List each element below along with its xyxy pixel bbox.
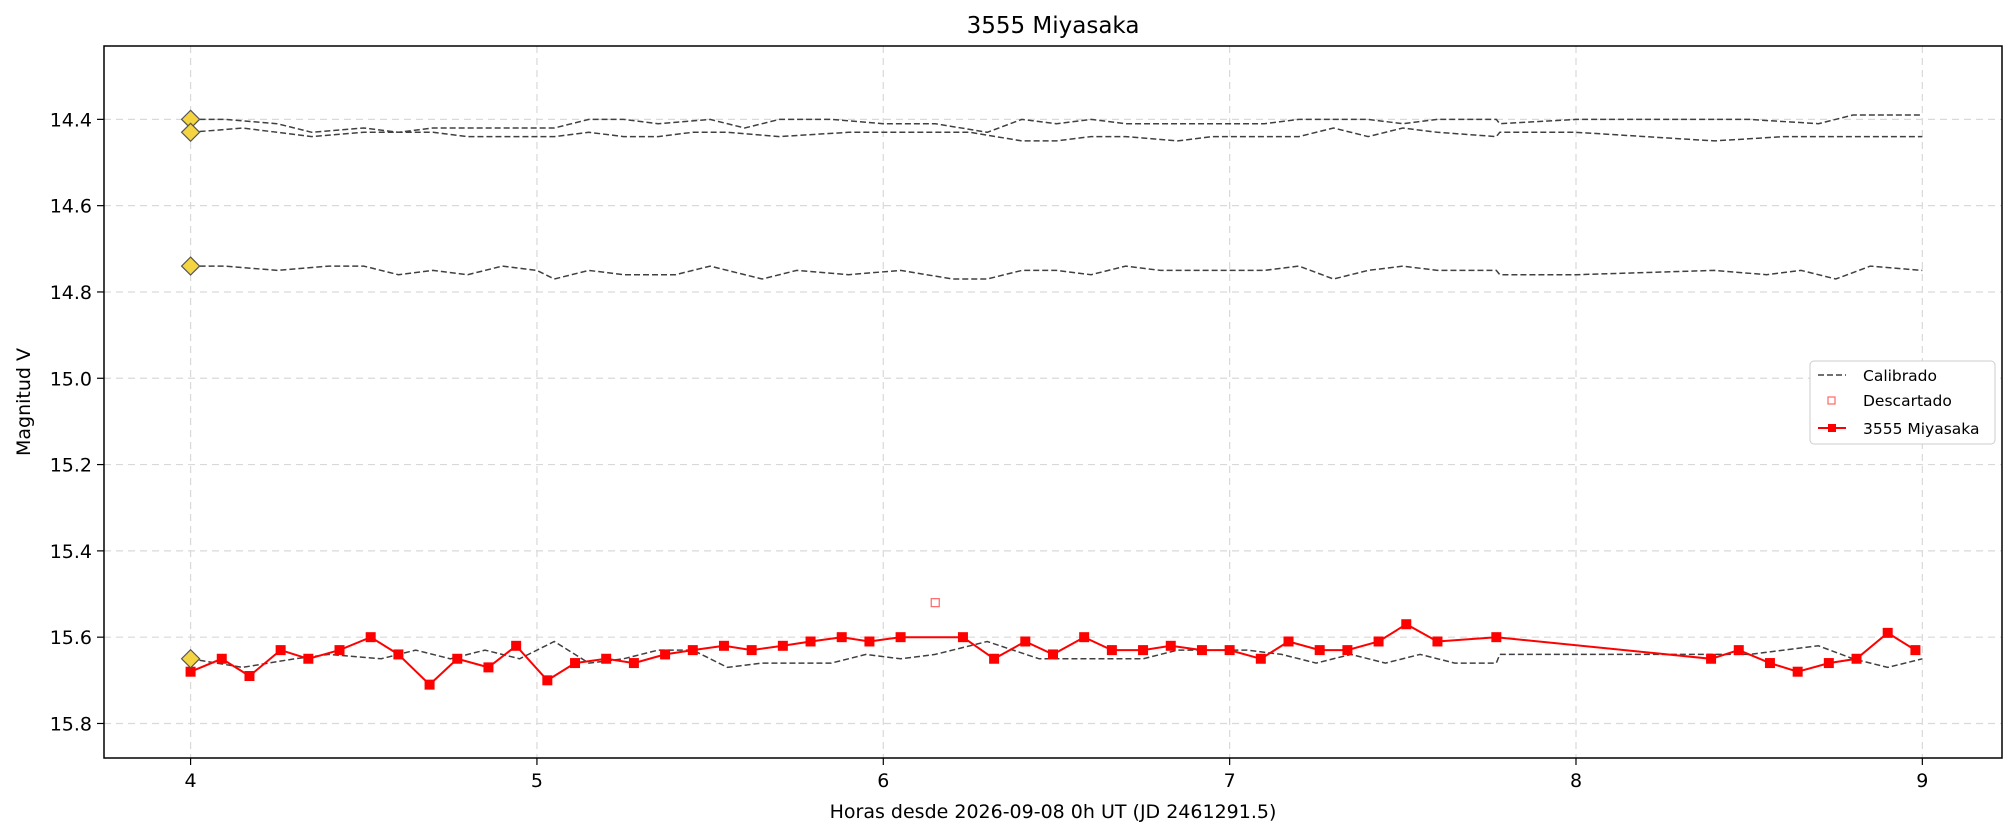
target-data-point: [989, 653, 1000, 664]
target-data-point: [1401, 619, 1412, 630]
target-data-point: [601, 653, 612, 664]
legend-descartado-swatch: [1827, 396, 1836, 405]
plot-frame: [103, 45, 2003, 759]
target-data-point: [1733, 645, 1744, 656]
target-data-point: [957, 632, 968, 643]
x-tick-label: 6: [877, 770, 889, 792]
target-data-point: [303, 653, 314, 664]
target-data-point: [1138, 645, 1149, 656]
x-axis-label: Horas desde 2026-09-08 0h UT (JD 2461291…: [830, 801, 1277, 823]
target-data-point: [1283, 636, 1294, 647]
target-data-point: [1165, 640, 1176, 651]
target-data-point: [805, 636, 816, 647]
target-data-point: [895, 632, 906, 643]
calibration-series: [190, 114, 1923, 669]
target-data-point: [570, 658, 581, 669]
y-tick-label: 14.6: [50, 196, 92, 218]
target-data-point: [334, 645, 345, 656]
legend-target-label: 3555 Miyasaka: [1863, 420, 1980, 438]
target-data-point: [1106, 645, 1117, 656]
reference-star-marker: [180, 122, 201, 143]
x-tick-label: 9: [1916, 770, 1928, 792]
target-data-point: [275, 645, 286, 656]
x-tick-label: 5: [531, 770, 543, 792]
y-tick-label: 15.2: [50, 455, 92, 477]
y-tick-label: 15.6: [50, 627, 92, 649]
target-data-point: [452, 653, 463, 664]
y-tick-label: 15.8: [50, 713, 92, 735]
target-data-point: [1823, 658, 1834, 669]
y-tick-label: 15.4: [50, 541, 92, 563]
target-data-point: [1764, 658, 1775, 669]
legend-target-marker: [1828, 424, 1836, 432]
target-data-point: [424, 679, 435, 690]
reference-star-marker: [180, 648, 201, 669]
calibration-star-line: [190, 114, 1923, 134]
target-data-point: [1020, 636, 1031, 647]
target-data-point: [864, 636, 875, 647]
target-data-point: [1432, 636, 1443, 647]
target-data-point: [1255, 653, 1266, 664]
y-tick-label: 14.8: [50, 282, 92, 304]
legend-calibrado-label: Calibrado: [1863, 367, 1937, 385]
target-data-point: [628, 658, 639, 669]
target-data-point: [1079, 632, 1090, 643]
target-data-point: [1706, 653, 1717, 664]
target-data-point: [1882, 627, 1893, 638]
x-tick-label: 8: [1570, 770, 1582, 792]
target-data-point: [1196, 645, 1207, 656]
target-data-point: [836, 632, 847, 643]
reference-star-marker: [180, 256, 201, 276]
target-data-point: [746, 645, 757, 656]
target-data-point: [511, 640, 522, 651]
target-data-point: [1910, 645, 1921, 656]
target-data-point: [1851, 653, 1862, 664]
target-data-point: [244, 671, 255, 682]
target-data-point: [1048, 649, 1058, 660]
target-data-point: [365, 632, 376, 643]
target-data-point: [1373, 636, 1384, 647]
chart-title: 3555 Miyasaka: [967, 13, 1140, 39]
legend: Calibrado Descartado 3555 Miyasaka: [1809, 360, 1996, 445]
target-data-point: [718, 640, 729, 651]
calibration-star-line: [190, 640, 1923, 669]
discarded-point: [930, 598, 940, 608]
calibration-star-line: [190, 127, 1923, 142]
target-data-point: [1792, 666, 1803, 677]
target-data-point: [216, 653, 227, 664]
reference-markers: [180, 109, 201, 669]
target-data-point: [777, 640, 788, 651]
y-tick-label: 14.4: [50, 109, 92, 131]
target-data-point: [185, 666, 196, 677]
target-data-point: [483, 662, 494, 673]
target-data-point: [1342, 645, 1353, 656]
target-data-point: [1224, 645, 1235, 656]
grid-lines: [104, 46, 2002, 758]
axis-ticks: 4 5 6 7 8 9 14.4 14.6 14.8 15.0 15.2 15.4 15.6 15.8: [50, 109, 1929, 792]
target-data-point: [660, 649, 671, 660]
x-tick-label: 4: [185, 770, 197, 792]
legend-box: [1809, 360, 1996, 445]
target-data-point: [1314, 645, 1325, 656]
target-series: [185, 598, 1921, 690]
calibration-star-line: [190, 265, 1923, 280]
target-data-point: [1491, 632, 1502, 643]
y-tick-label: 15.0: [50, 368, 92, 390]
y-axis-label: Magnitud V: [13, 348, 35, 456]
target-data-point: [393, 649, 404, 660]
target-data-point: [542, 675, 553, 686]
legend-descartado-label: Descartado: [1863, 392, 1952, 410]
x-tick-label: 7: [1224, 770, 1236, 792]
target-data-point: [687, 645, 698, 656]
